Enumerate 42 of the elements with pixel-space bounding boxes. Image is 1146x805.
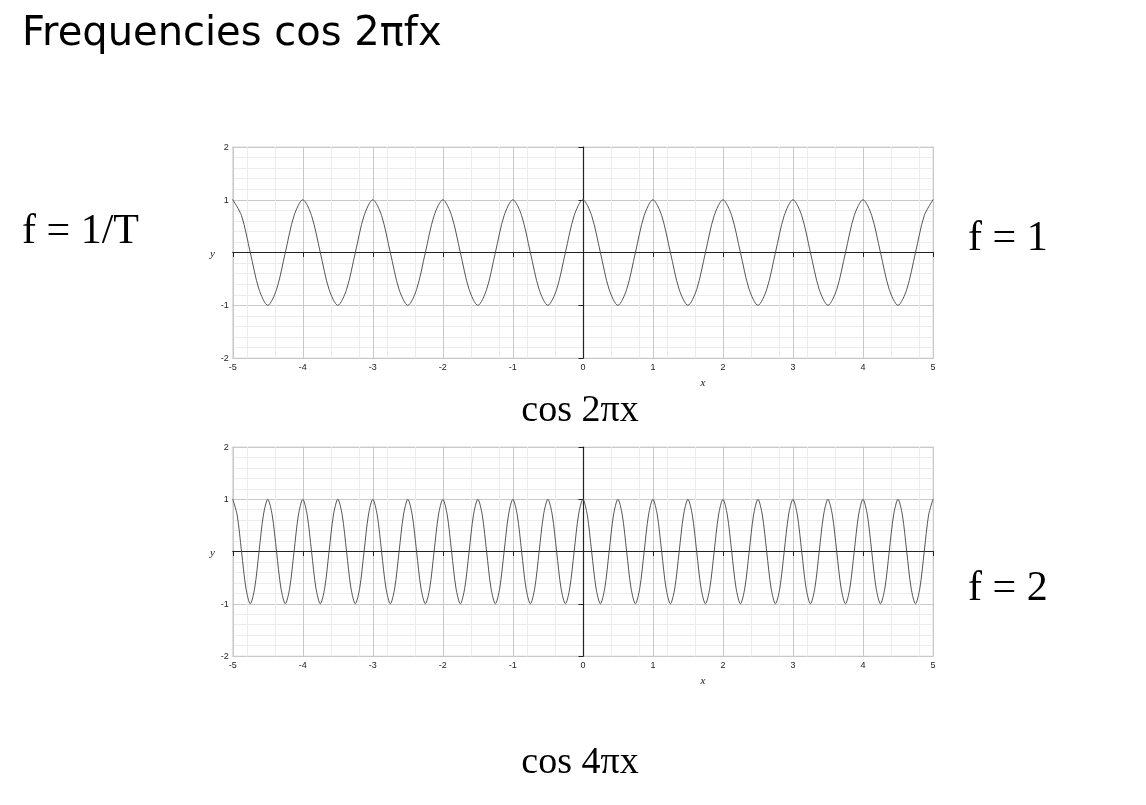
text: cos 2πx xyxy=(521,386,639,430)
x-tick-label: -3 xyxy=(368,659,377,670)
x-axis-title: x xyxy=(699,673,706,686)
x-tick-label: -3 xyxy=(368,361,377,372)
text: f = 1 xyxy=(968,212,1048,260)
text: f = 2 xyxy=(968,562,1048,610)
x-tick-label: -4 xyxy=(298,659,307,670)
y-tick-label: -2 xyxy=(220,651,229,662)
x-tick-label: 3 xyxy=(790,361,796,372)
x-tick-label: 0 xyxy=(580,361,586,372)
y-tick-label: -2 xyxy=(220,353,229,364)
x-tick-label: -1 xyxy=(508,659,517,670)
text: f = 1/T xyxy=(22,205,139,253)
y-axis-title: y xyxy=(208,246,215,259)
x-tick-label: -2 xyxy=(438,659,447,670)
x-tick-label: 5 xyxy=(930,659,936,670)
x-tick-label: 1 xyxy=(650,659,656,670)
x-axis-title: x xyxy=(699,375,706,388)
x-tick-label: 0 xyxy=(580,659,586,670)
line-series xyxy=(232,199,934,306)
x-tick-label: 3 xyxy=(790,659,796,670)
x-tick-label: -2 xyxy=(438,361,447,372)
x-tick-label: -5 xyxy=(228,361,237,372)
x-tick-label: 5 xyxy=(930,361,936,372)
x-tick-label: 2 xyxy=(720,361,726,372)
x-tick-label: -5 xyxy=(228,659,237,670)
x-tick-label: 4 xyxy=(860,361,866,372)
y-tick-label: 1 xyxy=(223,194,229,205)
y-tick-label: -1 xyxy=(220,598,229,609)
y-tick-label: 1 xyxy=(223,494,229,505)
y-tick-label: -1 xyxy=(220,300,229,311)
text: cos 4πx xyxy=(521,738,639,782)
chart-title: Frequencies cos 2πfx xyxy=(22,8,442,54)
line-series xyxy=(232,498,934,605)
x-tick-label: 4 xyxy=(860,659,866,670)
x-tick-label: -1 xyxy=(508,361,517,372)
x-tick-label: 2 xyxy=(720,659,726,670)
y-tick-label: 2 xyxy=(223,142,229,152)
x-tick-label: -4 xyxy=(298,361,307,372)
y-axis-title: y xyxy=(208,545,215,558)
x-tick-label: 1 xyxy=(650,361,656,372)
y-tick-label: 2 xyxy=(223,442,229,452)
